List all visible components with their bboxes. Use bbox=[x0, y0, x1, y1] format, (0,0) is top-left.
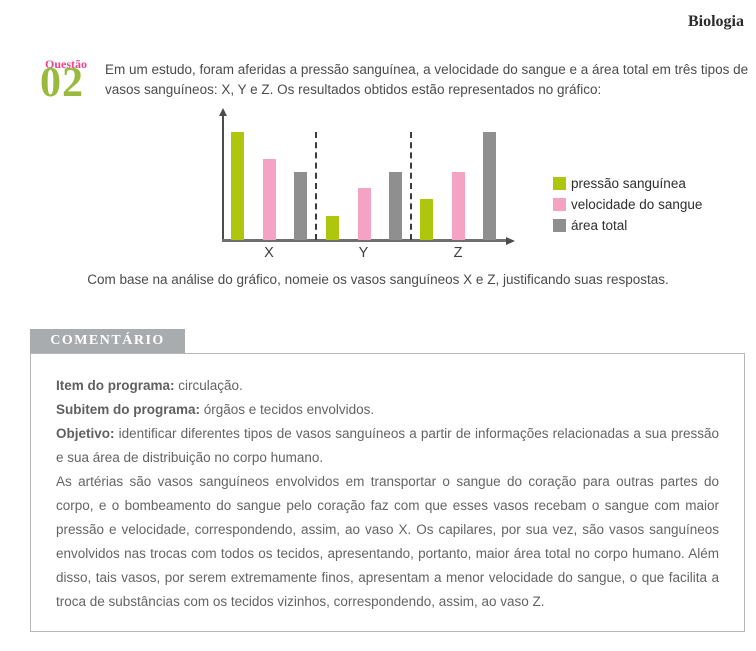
bar-Y-2 bbox=[357, 188, 371, 240]
category-label-Y: Y bbox=[358, 245, 369, 261]
comment-box: Item do programa: circulação. Subitem do… bbox=[30, 353, 745, 632]
question-prompt: Com base na análise do gráfico, nomeie o… bbox=[87, 272, 669, 287]
group-separator-dashed bbox=[315, 132, 317, 240]
comment-item-text: circulação. bbox=[174, 378, 243, 393]
bar-X-3 bbox=[294, 172, 307, 240]
chart-legend: pressão sanguínea velocidade do sangue á… bbox=[553, 176, 702, 239]
legend-label: pressão sanguínea bbox=[571, 175, 686, 191]
legend-swatch-pink bbox=[553, 197, 566, 211]
comment-item-programa: Item do programa: circulação. bbox=[56, 374, 719, 398]
comment-item-label: Subitem do programa: bbox=[56, 402, 201, 417]
bar-Z-1 bbox=[420, 199, 433, 240]
comment-item-text: órgãos e tecidos envolvidos. bbox=[200, 402, 375, 417]
y-axis-arrow-icon bbox=[219, 108, 227, 116]
bar-Z-2 bbox=[452, 172, 465, 240]
comment-section-header: COMENTÁRIO bbox=[30, 329, 185, 353]
x-axis-arrow-icon bbox=[506, 237, 515, 245]
question-label: Questão bbox=[45, 57, 87, 71]
legend-label: velocidade do sangue bbox=[571, 196, 703, 212]
comment-body: As artérias são vasos sanguíneos envolvi… bbox=[56, 474, 719, 609]
legend-item-pressao: pressão sanguínea bbox=[553, 175, 702, 191]
comment-item-text: identificar diferentes tipos de vasos sa… bbox=[56, 426, 719, 465]
bar-Z-3 bbox=[483, 132, 496, 240]
legend-item-velocidade: velocidade do sangue bbox=[553, 196, 703, 212]
y-axis bbox=[222, 116, 224, 242]
bar-X-2 bbox=[263, 159, 276, 240]
bar-Y-1 bbox=[325, 216, 339, 240]
legend-swatch-gray bbox=[553, 218, 566, 232]
question-number: 02 bbox=[40, 60, 84, 106]
comment-item-label: Objetivo: bbox=[56, 426, 115, 441]
comment-item-label: Item do programa: bbox=[56, 378, 175, 393]
bar-Y-3 bbox=[388, 172, 402, 240]
page-subject-header: Biologia bbox=[687, 13, 744, 30]
legend-swatch-green bbox=[553, 176, 566, 190]
comment-item-subitem: Subitem do programa: órgãos e tecidos en… bbox=[56, 398, 719, 422]
bar-X-1 bbox=[231, 132, 244, 240]
legend-item-area: área total bbox=[553, 217, 702, 233]
x-axis bbox=[222, 239, 506, 242]
comment-item-objetivo: Objetivo: identificar diferentes tipos d… bbox=[56, 422, 719, 470]
category-label-X: X bbox=[264, 245, 274, 261]
legend-label: área total bbox=[571, 217, 628, 233]
question-text: Em um estudo, foram aferidas a pressão s… bbox=[105, 62, 749, 97]
group-separator-dashed bbox=[409, 132, 412, 240]
bar-chart: X Y Z bbox=[219, 108, 522, 261]
category-label-Z: Z bbox=[453, 245, 463, 261]
